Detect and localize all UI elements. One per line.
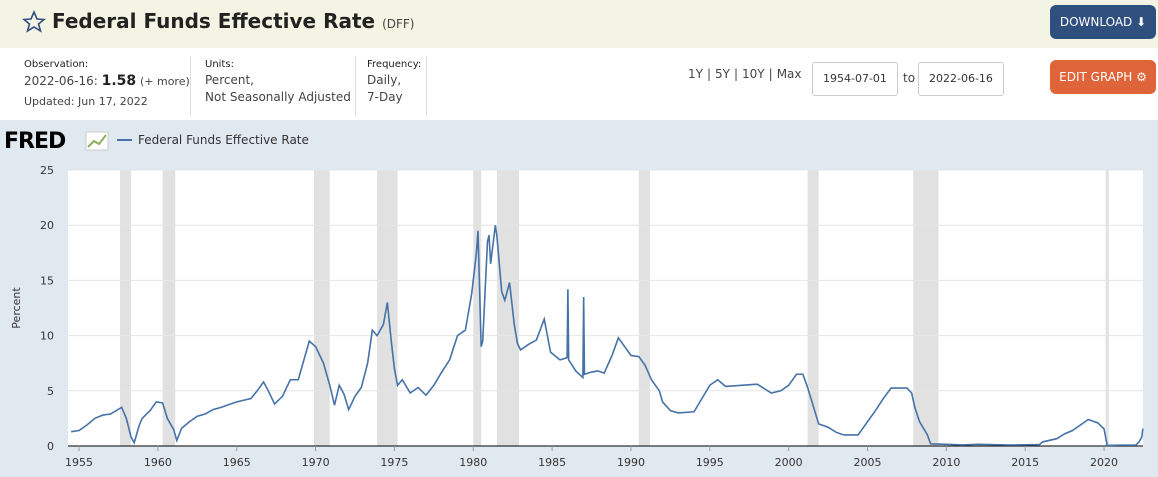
y-tick-label: 15 [40, 274, 54, 287]
x-tick-label: 2020 [1090, 456, 1118, 469]
x-tick-label: 2000 [775, 456, 803, 469]
download-button[interactable]: DOWNLOAD ⬇ [1050, 5, 1156, 39]
range-separator: | [733, 67, 739, 81]
y-axis-label: Percent [10, 287, 23, 329]
range-links: 1Y | 5Y | 10Y | Max [688, 66, 802, 83]
edit-label: EDIT GRAPH [1059, 70, 1133, 84]
recession-band [913, 170, 939, 446]
updated: Updated: Jun 17, 2022 [24, 95, 148, 108]
range-link[interactable]: 10Y [742, 67, 765, 81]
range-separator: | [768, 67, 773, 81]
x-tick-label: 1970 [302, 456, 330, 469]
brand: FRED [4, 129, 66, 154]
recession-band [496, 170, 520, 446]
recession-band [162, 170, 176, 446]
range-link[interactable]: 5Y [715, 67, 730, 81]
frequency-line: Daily, [367, 73, 402, 87]
end-date-input[interactable]: 2022-06-16 [918, 62, 1004, 96]
separator [190, 56, 191, 116]
x-tick-label: 1975 [380, 456, 408, 469]
range-link[interactable]: Max [776, 67, 802, 81]
to-label: to [903, 71, 916, 85]
range-separator: | [706, 67, 712, 81]
x-tick-label: 1995 [696, 456, 724, 469]
units-line: Not Seasonally Adjusted [205, 90, 351, 104]
units-label: Units: [205, 59, 234, 70]
recession-band [1105, 170, 1109, 446]
y-tick-label: 5 [47, 385, 54, 398]
header-bar [0, 0, 1158, 48]
brand-icon [85, 131, 109, 151]
y-tick-label: 20 [40, 219, 54, 232]
x-tick-label: 1980 [459, 456, 487, 469]
series-code: (DFF) [382, 17, 415, 31]
x-tick-label: 1990 [617, 456, 645, 469]
observation: 2022-06-16: 1.58 (+ more) [24, 73, 190, 90]
separator [426, 56, 427, 116]
legend-entry: Federal Funds Effective Rate [138, 133, 309, 147]
title-text: Federal Funds Effective Rate [52, 9, 376, 33]
recession-band [314, 170, 330, 446]
recession-band [807, 170, 819, 446]
recession-band [120, 170, 132, 446]
series-line [71, 225, 1144, 447]
x-tick-label: 1985 [538, 456, 566, 469]
frequency-line: 7-Day [367, 90, 403, 104]
separator [355, 56, 356, 116]
x-tick-label: 2005 [854, 456, 882, 469]
start-date-input[interactable]: 1954-07-01 [812, 62, 898, 96]
chart: FRED Federal Funds Effective Rate Percen… [0, 120, 1158, 477]
recession-band [473, 170, 482, 446]
download-label: DOWNLOAD [1059, 15, 1133, 29]
y-tick-label: 10 [40, 330, 54, 343]
x-tick-label: 1955 [65, 456, 93, 469]
star-icon[interactable] [22, 10, 46, 34]
x-tick-label: 1960 [144, 456, 172, 469]
recession-band [638, 170, 650, 446]
title: Federal Funds Effective Rate (DFF) [52, 9, 414, 33]
y-tick-label: 25 [40, 164, 54, 177]
range-link[interactable]: 1Y [688, 67, 703, 81]
observation-date: 2022-06-16: [24, 74, 98, 88]
x-tick-label: 2010 [932, 456, 960, 469]
x-tick-label: 2015 [1011, 456, 1039, 469]
observation-label: Observation: [24, 59, 89, 70]
edit-graph-button[interactable]: EDIT GRAPH ⚙ [1050, 60, 1156, 94]
units-line: Percent, [205, 73, 254, 87]
y-tick-label: 0 [47, 440, 54, 453]
frequency-label: Frequency: [367, 59, 422, 70]
observation-value: 1.58 [101, 73, 137, 89]
x-tick-label: 1965 [223, 456, 251, 469]
more-link[interactable]: (+ more) [139, 75, 190, 88]
